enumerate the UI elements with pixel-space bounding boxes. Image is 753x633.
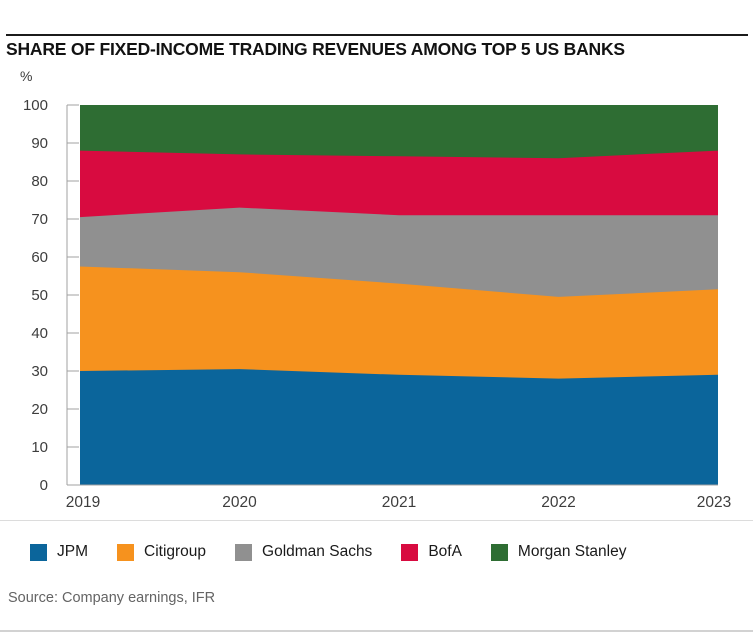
legend-label: JPM	[57, 543, 88, 560]
legend-item-goldman-sachs: Goldman Sachs	[235, 543, 372, 561]
legend-item-citigroup: Citigroup	[117, 543, 206, 561]
legend-label: BofA	[428, 543, 462, 560]
y-tick-label: 0	[40, 477, 48, 494]
x-tick-label: 2021	[382, 494, 416, 511]
legend-label: Goldman Sachs	[262, 543, 373, 560]
legend-swatch	[401, 543, 419, 561]
legend-swatch	[490, 543, 508, 561]
x-tick-label: 2023	[697, 494, 731, 511]
x-tick-label: 2019	[66, 494, 100, 511]
y-tick-label: 30	[31, 363, 48, 380]
y-tick-label: 20	[31, 401, 48, 418]
y-tick-label: 60	[31, 249, 48, 266]
legend-swatch	[235, 543, 253, 561]
legend-swatch	[30, 543, 47, 561]
legend-swatch	[117, 543, 134, 561]
chart-title: SHARE OF FIXED-INCOME TRADING REVENUES A…	[6, 39, 625, 59]
legend-item-bofa: BofA	[401, 543, 462, 561]
legend-separator	[0, 520, 753, 521]
legend-label: Morgan Stanley	[517, 543, 627, 560]
y-tick-label: 100	[23, 97, 48, 114]
legend-item-morgan-stanley: Morgan Stanley	[490, 543, 627, 561]
chart-legend: JPM Citigroup Goldman Sachs BofA Morgan Stan…	[30, 543, 747, 561]
y-tick-label: 70	[31, 211, 48, 228]
source-note: Source: Company earnings, IFR	[8, 590, 216, 606]
y-tick-label: 40	[31, 325, 48, 342]
y-tick-label: 10	[31, 439, 48, 456]
y-axis-unit-label: %	[20, 68, 33, 84]
y-tick-label: 90	[31, 135, 48, 152]
y-tick-label: 80	[31, 173, 48, 190]
y-tick-label: 50	[31, 287, 48, 304]
stacked-area-chart: 0 10 20 30 40 50 60 70 80 90 100 2019 2020 2021 2022 20…	[23, 97, 731, 511]
top-rule	[6, 34, 748, 36]
x-tick-label: 2020	[222, 494, 257, 511]
bottom-rule	[0, 630, 753, 632]
legend-label: Citigroup	[144, 543, 207, 560]
area-jpm	[80, 369, 718, 485]
x-tick-label: 2022	[541, 494, 575, 511]
legend-item-jpm: JPM	[30, 543, 88, 561]
